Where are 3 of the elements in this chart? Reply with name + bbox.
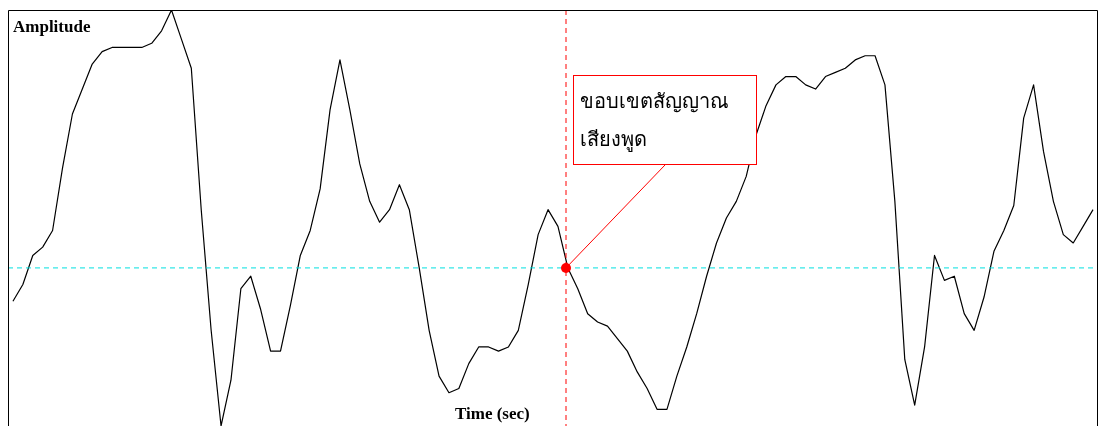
y-axis-title: Amplitude bbox=[13, 17, 91, 37]
annotation: ขอบเขตสัญญาณ เสียงพูด bbox=[573, 75, 757, 165]
x-axis-title: Time (sec) bbox=[455, 404, 530, 424]
